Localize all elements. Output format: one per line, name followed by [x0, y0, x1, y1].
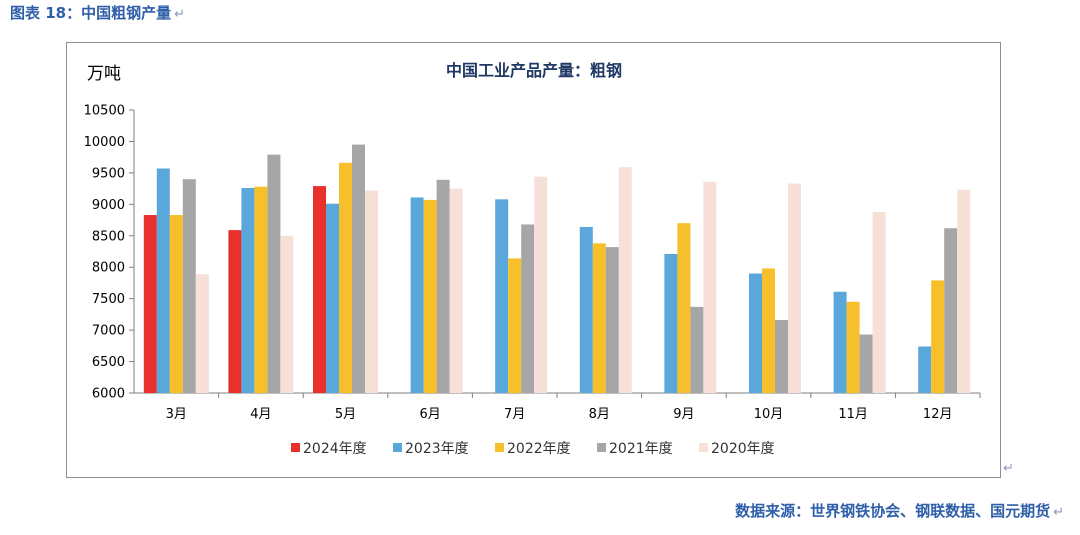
- bar: [762, 268, 775, 393]
- bar: [749, 273, 762, 393]
- y-tick-label: 8000: [92, 261, 125, 276]
- bar: [254, 186, 268, 393]
- bar: [579, 226, 593, 393]
- legend-label: 2020年度: [711, 441, 775, 457]
- x-tick-label: 4月: [250, 407, 271, 422]
- y-axis-unit-label: 万吨: [87, 64, 121, 84]
- bar: [677, 223, 691, 393]
- chart-frame: 万吨 中国工业产品产量：粗钢 6000 6500 7000 7500 8000 8500 9…: [66, 42, 1001, 478]
- bar: [326, 203, 339, 393]
- bar: [495, 199, 509, 393]
- bar: [664, 254, 678, 393]
- data-source-text: 数据来源：世界钢铁协会、钢联数据、国元期货: [735, 502, 1051, 520]
- legend-label: 2023年度: [405, 441, 469, 457]
- bar: [508, 258, 522, 393]
- y-tick-label: 6000: [92, 387, 125, 402]
- x-tick-label: 3月: [166, 407, 187, 422]
- bar: [410, 197, 424, 393]
- x-tick-label: 7月: [504, 407, 525, 422]
- y-tick-label: 9500: [92, 166, 125, 181]
- bar: [775, 320, 788, 393]
- bar: [703, 181, 717, 393]
- bar: [592, 243, 606, 393]
- bar: [957, 189, 971, 393]
- x-tick-label: 11月: [838, 407, 868, 422]
- legend-swatch: [291, 443, 300, 452]
- data-source: 数据来源：世界钢铁协会、钢联数据、国元期货 ↵: [735, 500, 1064, 521]
- bar: [690, 306, 704, 393]
- x-tick-label: 9月: [673, 407, 694, 422]
- x-tick-label: 12月: [923, 407, 953, 422]
- frame-return-mark-icon: ↵: [1003, 461, 1014, 476]
- legend-label: 2021年度: [609, 441, 673, 457]
- bar: [352, 144, 365, 393]
- bar: [241, 187, 255, 393]
- bar: [859, 334, 873, 393]
- source-return-mark-icon: ↵: [1053, 505, 1064, 520]
- legend-swatch: [495, 443, 504, 452]
- bars: [143, 144, 971, 393]
- chart-title: 中国工业产品产量：粗钢: [446, 61, 622, 80]
- x-tick-label: 8月: [589, 407, 610, 422]
- legend-label: 2022年度: [507, 441, 571, 457]
- bar: [156, 168, 170, 393]
- bar: [521, 224, 535, 393]
- bar: [313, 186, 326, 393]
- bar: [143, 215, 157, 393]
- bar: [449, 188, 463, 393]
- y-tick-label: 7000: [92, 324, 125, 339]
- x-tick-label: 10月: [754, 407, 784, 422]
- return-mark-icon: ↵: [174, 7, 186, 22]
- bar: [846, 301, 860, 393]
- bar: [182, 179, 196, 393]
- y-tick-label: 9000: [92, 198, 125, 213]
- y-tick-label: 8500: [92, 229, 125, 244]
- bar: [423, 199, 437, 393]
- bar: [833, 291, 847, 393]
- bar: [280, 235, 294, 393]
- bar: [931, 280, 945, 393]
- bar: [788, 183, 801, 393]
- axes: 6000 6500 7000 7500 8000 8500 9000 9500 10000 105…: [84, 104, 981, 422]
- y-tick-label: 7500: [92, 292, 125, 307]
- legend-label: 2024年度: [303, 441, 367, 457]
- bar-chart: 万吨 中国工业产品产量：粗钢 6000 6500 7000 7500 8000 8500 9…: [84, 61, 981, 457]
- y-tick-label: 10000: [84, 135, 125, 150]
- bar: [944, 228, 958, 393]
- legend-swatch: [393, 443, 402, 452]
- x-tick-label: 5月: [335, 407, 356, 422]
- bar: [918, 346, 932, 393]
- y-tick-label: 10500: [84, 104, 125, 119]
- bar: [228, 230, 242, 393]
- bar: [365, 190, 378, 393]
- legend: 2024年度 2023年度 2022年度 2021年度 2020年度: [291, 441, 775, 457]
- bar: [267, 154, 281, 393]
- bar: [339, 162, 352, 393]
- figure-caption: 图表 18：中国粗钢产量 ↵: [10, 2, 185, 23]
- legend-swatch: [597, 443, 606, 452]
- bar: [534, 176, 548, 393]
- figure-caption-text: 图表 18：中国粗钢产量: [10, 4, 172, 22]
- bar: [169, 215, 183, 393]
- bar: [605, 247, 619, 393]
- bar: [872, 211, 886, 393]
- x-tick-label: 6月: [419, 407, 440, 422]
- bar: [195, 274, 209, 393]
- bar: [436, 179, 450, 393]
- bar: [618, 167, 632, 393]
- y-tick-label: 6500: [92, 355, 125, 370]
- legend-swatch: [699, 443, 708, 452]
